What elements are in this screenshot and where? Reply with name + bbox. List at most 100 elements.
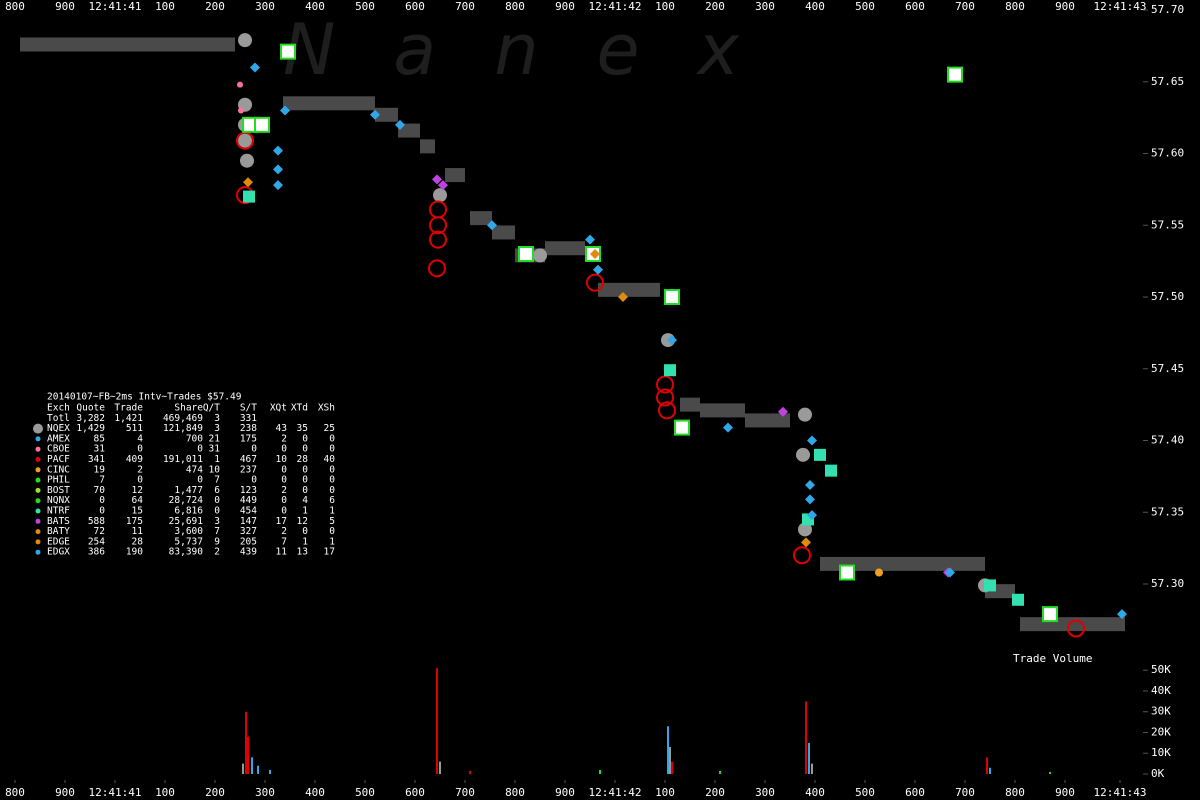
stats-cell: 43 xyxy=(276,423,287,434)
x-tick-label: 300 xyxy=(755,786,775,799)
trade-marker xyxy=(243,177,253,188)
trade-marker xyxy=(370,109,380,120)
trade-marker xyxy=(533,248,547,263)
trade-marker xyxy=(254,116,270,133)
stats-marker xyxy=(35,518,41,524)
x-tick-label: 500 xyxy=(355,786,375,799)
trade-marker xyxy=(618,292,628,303)
stats-marker xyxy=(35,436,41,442)
trade-marker xyxy=(432,174,442,185)
stats-cell: 6 xyxy=(214,485,220,496)
trade-marker xyxy=(428,259,446,278)
quote-bar xyxy=(20,37,235,52)
trade-marker xyxy=(1012,593,1024,606)
x-tick-label-top: 300 xyxy=(255,0,275,13)
trade-marker xyxy=(825,464,837,477)
stats-cell: EDGX xyxy=(47,547,70,558)
stats-cell: 28 xyxy=(297,454,309,465)
stats-cell: 3 xyxy=(214,413,220,424)
x-tick-label-top: 100 xyxy=(655,0,675,13)
volume-tick-label: 10K xyxy=(1151,746,1171,759)
stats-cell: 0 xyxy=(251,444,257,455)
trade-marker xyxy=(438,180,448,191)
stats-cell: 327 xyxy=(240,526,257,537)
stats-cell: 0 xyxy=(329,464,335,475)
x-tick-label: 900 xyxy=(55,786,75,799)
stats-cell: 0 xyxy=(251,475,257,486)
trade-marker xyxy=(238,33,252,48)
stats-cell: 0 xyxy=(197,475,203,486)
y-tick-label: 57.70 xyxy=(1151,3,1184,16)
quote-bar xyxy=(700,403,745,418)
trade-marker xyxy=(945,567,955,578)
volume-bar xyxy=(251,757,253,774)
stats-cell: 0 xyxy=(302,475,308,486)
stats-cell: 0 xyxy=(302,526,308,537)
x-tick-label: 900 xyxy=(555,786,575,799)
stats-cell: 238 xyxy=(240,423,257,434)
stats-cell: 0 xyxy=(281,506,287,517)
trade-marker xyxy=(778,406,788,417)
stats-header: Quote xyxy=(76,403,105,414)
volume-tick-label: 40K xyxy=(1151,684,1171,697)
x-tick-label: 800 xyxy=(5,786,25,799)
x-tick-label: 800 xyxy=(505,786,525,799)
x-tick-label-top: 600 xyxy=(405,0,425,13)
stats-cell: 5 xyxy=(329,516,335,527)
stats-cell: 1,429 xyxy=(76,423,105,434)
quote-bar xyxy=(492,225,515,240)
stats-cell: 12 xyxy=(132,485,143,496)
stats-cell: 17 xyxy=(324,547,335,558)
stats-cell: 0 xyxy=(281,464,287,475)
trade-marker xyxy=(1067,619,1085,638)
trade-marker xyxy=(433,188,447,203)
trade-marker xyxy=(984,579,996,592)
trade-marker xyxy=(1042,606,1058,623)
stats-cell: 700 xyxy=(186,433,203,444)
trade-marker xyxy=(429,200,447,219)
trade-marker xyxy=(664,289,680,306)
stats-cell: 5,737 xyxy=(174,536,203,547)
quote-bar xyxy=(820,556,985,571)
stats-cell: 1 xyxy=(302,536,308,547)
stats-cell: 31 xyxy=(94,444,106,455)
stats-cell: 10 xyxy=(276,454,288,465)
volume-bar xyxy=(811,763,813,774)
trade-marker xyxy=(273,180,283,191)
trade-marker xyxy=(395,119,405,130)
stats-cell: 19 xyxy=(94,464,106,475)
quote-bar xyxy=(680,397,700,412)
stats-cell: 386 xyxy=(88,547,105,558)
trade-marker xyxy=(237,81,243,88)
stats-cell: 2 xyxy=(137,464,143,475)
volume-bar xyxy=(436,668,438,774)
trade-marker xyxy=(723,422,733,433)
trade-marker xyxy=(658,401,676,420)
stats-title: 20140107~FB~2ms Intv~Trades $57.49 xyxy=(47,392,242,403)
stats-marker xyxy=(35,457,41,462)
stats-cell: 12 xyxy=(297,516,308,527)
stats-cell: 121,849 xyxy=(163,423,203,434)
x-tick-label: 12:41:41 xyxy=(89,786,142,799)
stats-cell: 0 xyxy=(302,444,308,455)
trade-marker xyxy=(814,448,826,461)
trade-marker xyxy=(487,220,497,231)
trade-marker xyxy=(585,234,595,245)
stats-cell: 2 xyxy=(281,526,287,537)
x-tick-label: 300 xyxy=(255,786,275,799)
volume-tick-label: 0K xyxy=(1151,767,1165,780)
x-tick-label-top: 700 xyxy=(955,0,975,13)
x-tick-label-top: 500 xyxy=(855,0,875,13)
volume-bar xyxy=(1049,771,1051,774)
stats-cell: 123 xyxy=(240,485,257,496)
stats-cell: 25 xyxy=(324,423,335,434)
quote-bar xyxy=(1020,617,1125,632)
trade-marker xyxy=(807,510,817,521)
volume-bar xyxy=(269,769,271,774)
stats-cell: 341 xyxy=(88,454,105,465)
stats-cell: 190 xyxy=(126,547,143,558)
stats-header: Exch xyxy=(47,403,70,414)
stats-cell: 467 xyxy=(240,454,257,465)
x-tick-label-top: 12:41:41 xyxy=(89,0,142,13)
x-tick-label-top: 800 xyxy=(505,0,525,13)
